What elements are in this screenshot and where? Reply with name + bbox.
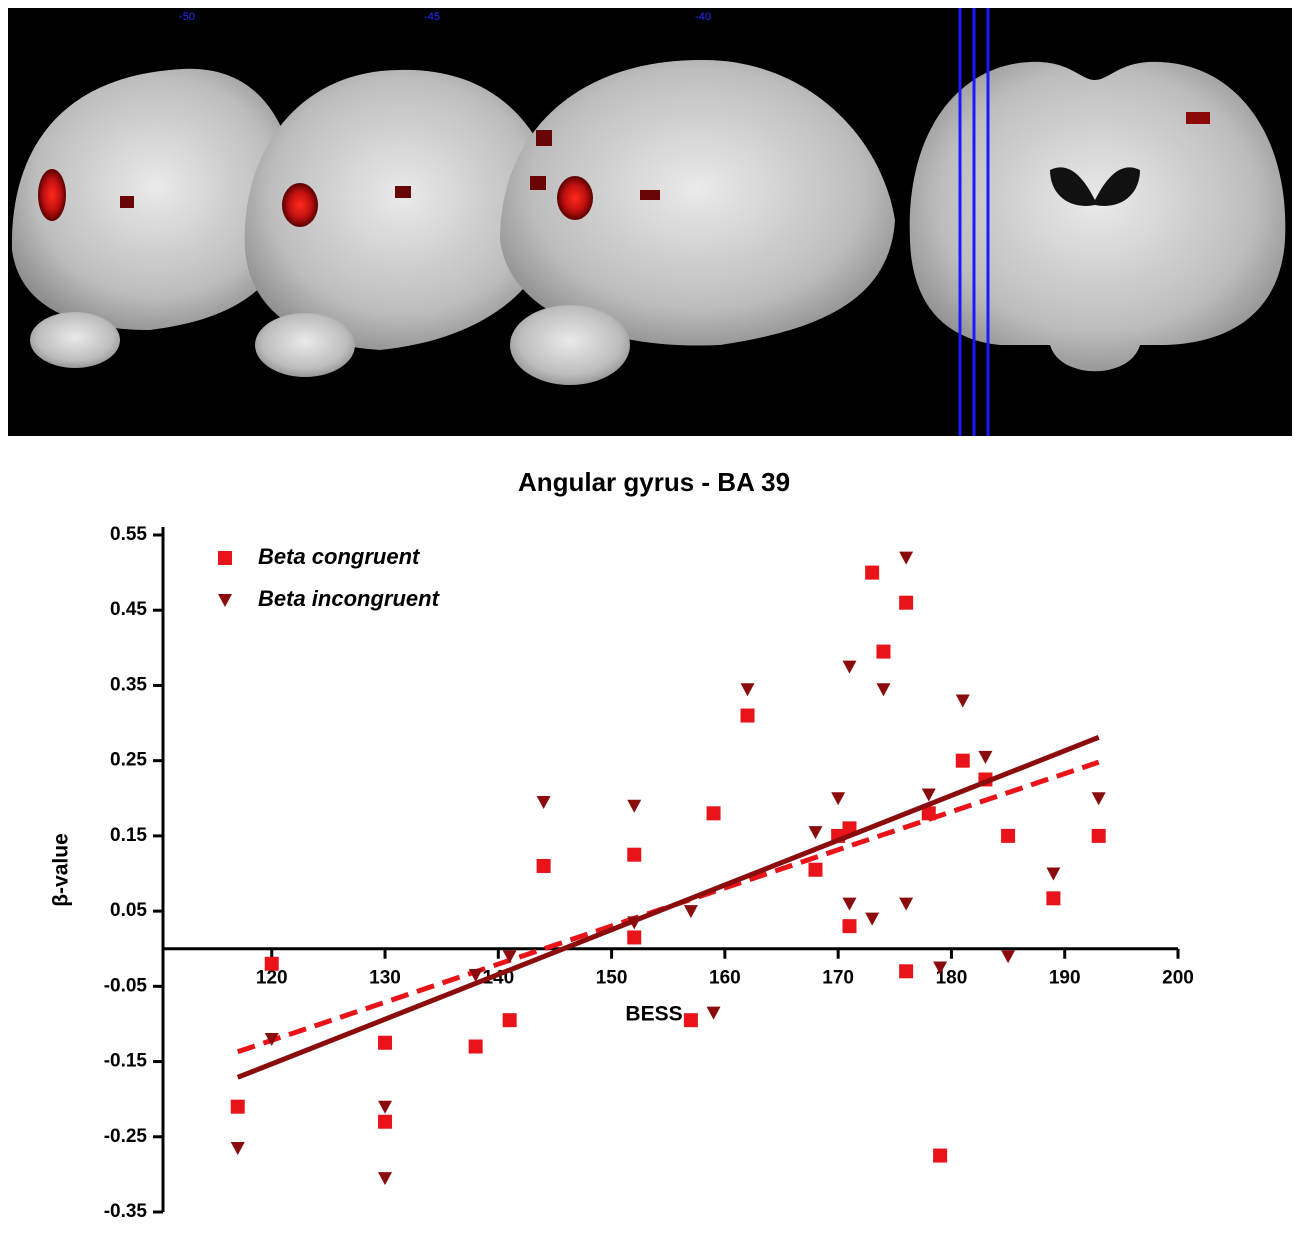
- activation: [1186, 112, 1210, 124]
- data-point: [1001, 950, 1016, 964]
- data-point: [876, 683, 891, 697]
- y-tick-label: -0.25: [104, 1126, 148, 1147]
- y-tick-label: 0.15: [110, 825, 147, 846]
- data-point: [842, 919, 857, 934]
- data-point: [1001, 828, 1016, 843]
- y-tick-label: 0.05: [110, 900, 147, 921]
- data-point: [978, 750, 993, 764]
- sagittal-slice: [11, 68, 301, 331]
- data-point: [683, 905, 698, 919]
- data-point: [536, 858, 551, 873]
- coronal-slice: [909, 61, 1286, 372]
- sagittal-slice: [500, 59, 895, 346]
- y-tick-label: 0.35: [110, 674, 147, 695]
- data-point: [683, 1013, 698, 1028]
- y-tick-label: 0.45: [110, 599, 147, 620]
- data-point: [627, 847, 642, 862]
- y-axis-label: β-value: [50, 833, 73, 907]
- data-point: [1091, 828, 1106, 843]
- data-point: [921, 788, 936, 802]
- x-tick-label: 180: [936, 968, 968, 989]
- data-point: [899, 964, 914, 979]
- y-tick-label: -0.15: [104, 1051, 148, 1072]
- data-point: [627, 799, 642, 813]
- data-point: [706, 1006, 721, 1020]
- data-point: [1046, 891, 1061, 906]
- activation: [530, 176, 546, 190]
- fit-line: [236, 759, 1100, 1055]
- data-point: [502, 950, 517, 964]
- x-tick-label: 120: [256, 968, 288, 989]
- data-point: [706, 806, 721, 821]
- data-point: [865, 912, 880, 926]
- data-point: [230, 1142, 245, 1156]
- legend-marker: [218, 551, 232, 565]
- data-point: [502, 1013, 517, 1028]
- activation: [536, 130, 552, 146]
- activation: [395, 186, 411, 198]
- y-tick-label: 0.25: [110, 750, 147, 771]
- data-point: [264, 1032, 279, 1046]
- data-point: [955, 694, 970, 708]
- data-point: [536, 796, 551, 810]
- data-point: [842, 660, 857, 674]
- y-tick-label: 0.55: [110, 524, 147, 545]
- chart-title: Angular gyrus - BA 39: [518, 467, 790, 497]
- legend-label: Beta incongruent: [258, 586, 441, 611]
- x-tick-label: 150: [596, 968, 628, 989]
- x-axis-label: BESS: [625, 1003, 682, 1026]
- cerebellum: [255, 313, 355, 377]
- data-point: [831, 792, 846, 806]
- data-point: [842, 897, 857, 911]
- data-point: [933, 1148, 948, 1163]
- data-point: [468, 969, 483, 983]
- data-point: [378, 1114, 393, 1129]
- data-point: [1046, 867, 1061, 881]
- data-point: [899, 595, 914, 610]
- data-point: [378, 1100, 393, 1114]
- brain-panel: -50 -45 -40: [8, 8, 1292, 436]
- activation: [38, 169, 66, 221]
- activation: [557, 176, 593, 220]
- data-point: [378, 1172, 393, 1186]
- activation: [640, 190, 660, 200]
- data-point: [627, 930, 642, 945]
- data-point: [876, 644, 891, 659]
- data-point: [899, 551, 914, 565]
- legend-marker: [218, 594, 232, 607]
- x-tick-label: 170: [822, 968, 854, 989]
- data-point: [955, 753, 970, 768]
- activation: [282, 183, 318, 227]
- data-point: [899, 897, 914, 911]
- y-tick-label: -0.35: [104, 1201, 148, 1222]
- data-point: [865, 565, 880, 580]
- data-point: [933, 961, 948, 975]
- fit-line: [236, 735, 1100, 1080]
- ventricles: [1050, 167, 1140, 206]
- x-tick-label: 190: [1049, 968, 1081, 989]
- data-point: [740, 683, 755, 697]
- data-point: [808, 862, 823, 877]
- data-point: [378, 1035, 393, 1050]
- data-point: [264, 956, 279, 971]
- sagittal-slice: [244, 69, 561, 351]
- cerebellum: [30, 312, 120, 368]
- data-point: [1091, 792, 1106, 806]
- data-point: [740, 708, 755, 723]
- slice-label: -50: [179, 11, 195, 23]
- x-tick-label: 200: [1162, 968, 1194, 989]
- slice-label: -45: [424, 11, 440, 23]
- data-point: [468, 1039, 483, 1054]
- cerebellum: [510, 305, 630, 385]
- y-tick-label: -0.05: [104, 975, 148, 996]
- data-point: [808, 826, 823, 840]
- slice-label: -40: [695, 11, 711, 23]
- activation: [120, 196, 134, 208]
- x-tick-label: 130: [369, 968, 401, 989]
- x-tick-label: 160: [709, 968, 741, 989]
- legend-label: Beta congruent: [258, 544, 421, 569]
- data-point: [230, 1099, 245, 1114]
